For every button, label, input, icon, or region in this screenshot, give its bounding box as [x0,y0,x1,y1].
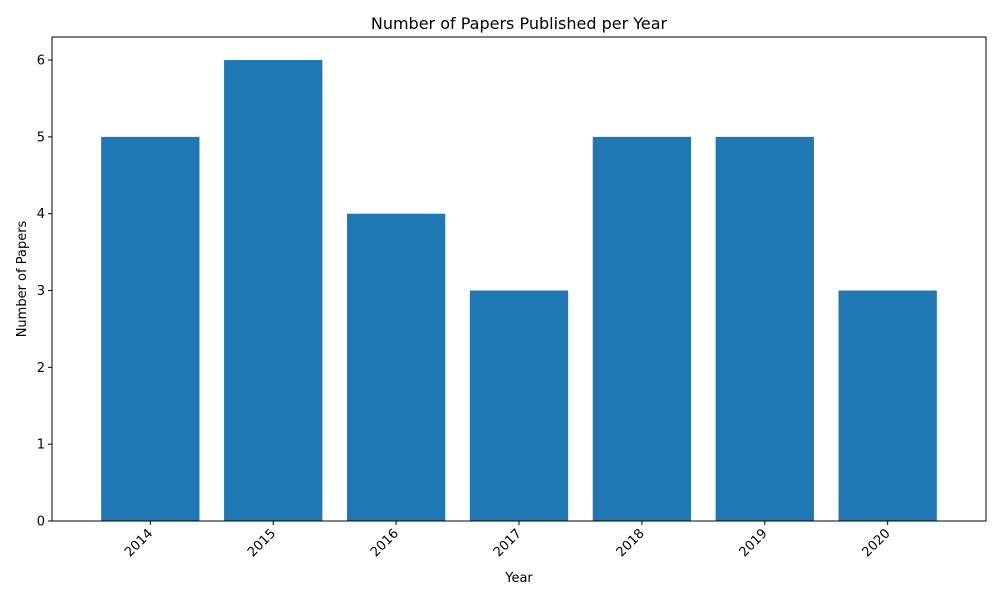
y-tick-label: 0 [37,515,45,530]
y-tick-label: 3 [37,284,45,299]
y-tick-label: 5 [37,130,45,145]
y-tick-label: 1 [37,438,45,453]
chart-title: Number of Papers Published per Year [371,14,668,33]
y-tick-label: 6 [37,54,45,69]
y-axis-ticks: 0 1 2 3 4 5 6 [37,54,52,530]
x-axis-label: Year [504,571,533,586]
x-tick-label: 2017 [491,526,525,560]
bar-2017 [469,290,569,521]
bar-2016 [346,213,446,521]
x-tick-label: 2018 [614,526,648,560]
y-tick-label: 4 [37,207,45,222]
bar-2020 [838,290,937,521]
x-tick-label: 2016 [368,526,402,560]
plot-frame [51,36,987,522]
bar-2019 [715,136,814,521]
y-tick-label: 2 [37,361,45,376]
bar-2015 [224,60,323,522]
bar-2018 [592,136,692,521]
bars [101,60,937,522]
x-tick-label: 2019 [737,526,771,560]
x-axis-ticks: 2014 2015 2016 2017 2018 2019 2020 [122,521,894,560]
bar-2014 [101,136,200,521]
x-tick-label: 2015 [245,526,279,560]
x-tick-label: 2020 [860,526,894,560]
y-axis-label: Number of Papers [15,220,30,337]
x-tick-label: 2014 [122,526,156,560]
